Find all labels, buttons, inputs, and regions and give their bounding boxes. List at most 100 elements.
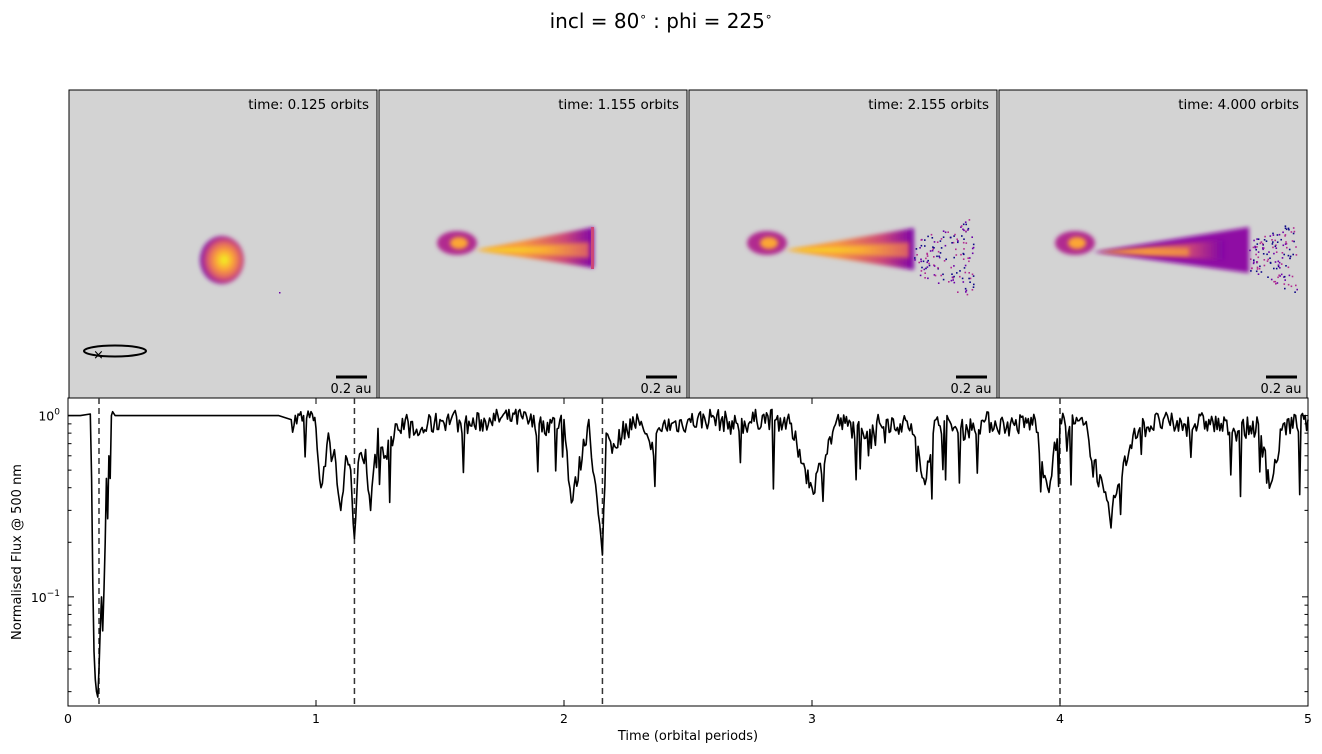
dust-particle [1273,280,1275,283]
dust-particle [962,223,965,226]
dust-particle [932,248,934,250]
dust-particle [926,255,929,257]
dust-particle [1257,273,1260,275]
y-tick-label: 100 [38,408,60,424]
dust-particle [971,252,974,255]
dust-particle [1283,275,1286,278]
dust-particle [1289,255,1292,258]
dust-particle [924,239,926,241]
dust-particle [1269,261,1272,264]
dust-particle [963,238,965,240]
dust-particle [964,264,967,267]
dust-particle [1290,231,1293,233]
dust-particle [1285,242,1288,245]
dust-particle [1288,248,1291,251]
dust-particle [1264,235,1266,238]
dust-particle [1284,227,1287,229]
dust-particle [920,270,923,272]
dust-particle [924,277,926,279]
dust-particle [923,268,926,271]
dust-particle [1274,261,1277,263]
dust-particle [1293,230,1296,233]
dust-tail [437,227,594,269]
dust-particle [969,281,971,283]
dust-particle [942,236,945,238]
dust-particle [944,231,947,234]
dust-particle [960,226,962,228]
dust-particle [1281,257,1284,259]
dust-particle [1263,264,1266,267]
dust-particle [1275,251,1278,253]
figure-title: incl = 80∘ : phi = 225∘ [549,9,773,33]
dust-particle [1277,276,1279,279]
dust-particle [1273,267,1275,270]
dust-particle [1286,246,1288,249]
dust-particle [965,223,967,226]
dust-particle [967,257,969,259]
dust-particle [1288,228,1290,231]
dust-particle [953,275,955,278]
dust-particle [1277,264,1280,266]
dust-particle [1254,246,1257,249]
dust-particle [1280,263,1283,265]
dust-particle [939,252,942,254]
dust-particle [1263,247,1265,249]
dust-particle [1256,243,1259,245]
dust-particle [1283,276,1285,278]
dust-particle [1267,276,1269,278]
x-tick-label: 4 [1056,711,1064,726]
dust-particle [1262,248,1264,251]
dust-particle [950,279,953,282]
dust-particle [962,241,965,244]
dust-particle [1249,258,1252,260]
dust-particle [927,259,929,262]
dust-particle [1275,267,1278,270]
dust-particle [1261,242,1264,245]
dispersed-dust [1249,225,1298,293]
dust-particle [939,240,942,242]
dust-particle [933,247,935,249]
dust-particle [940,274,942,277]
dust-particle [1253,259,1255,261]
dust-particle [957,240,959,242]
image-panel-3: time: 2.155 orbits 0.2 au [688,89,998,399]
dust-particle [1280,238,1282,241]
dust-particle [965,230,967,233]
dust-particle [937,250,940,253]
dust-particle [1279,275,1281,277]
dust-particle [937,267,939,269]
dust-particle [1255,248,1257,251]
dust-particle [1253,261,1255,263]
panel-time-label: time: 0.125 orbits [248,97,369,113]
dust-particle [1288,274,1291,277]
dust-particle [963,248,965,250]
dust-particle [957,241,959,244]
dust-particle [1251,267,1253,269]
dust-particle [1262,253,1265,255]
dust-particle [965,291,967,293]
plot-area [67,397,1309,707]
dust-particle [931,237,934,239]
dust-particle [956,238,958,241]
dust-particle [1278,274,1280,277]
dust-particle [1292,253,1294,256]
scale-bar-label: 0.2 au [1260,382,1301,397]
dust-particle [914,259,916,261]
dust-particle [1254,245,1256,248]
dust-particle [1266,260,1269,262]
dust-particle [965,242,968,244]
scale-bar-label: 0.2 au [640,382,681,397]
dust-particle [942,273,944,276]
orbit-inset: × [83,344,147,363]
dust-particle [938,256,941,259]
dust-particle [972,286,975,288]
x-tick-label: 5 [1304,711,1312,726]
dust-particle [938,255,940,258]
dust-particle [1255,270,1258,273]
dust-particle [972,246,975,249]
dust-particle [972,243,975,246]
dust-particle [1293,240,1295,243]
y-axis-label: Normalised Flux @ 500 nm [10,464,25,640]
dust-particle [968,277,970,280]
dust-particle [969,277,972,280]
